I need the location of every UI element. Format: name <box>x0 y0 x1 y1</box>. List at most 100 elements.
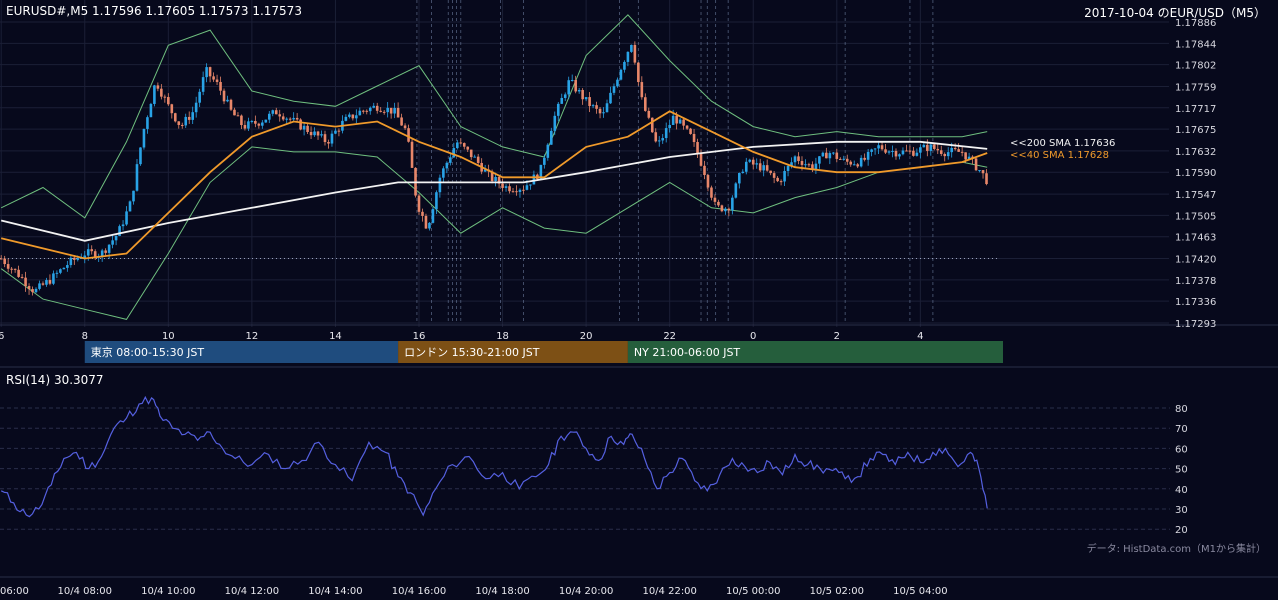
candle <box>929 142 933 156</box>
candle-body <box>793 156 797 163</box>
candle <box>330 130 334 147</box>
candle <box>657 136 661 147</box>
candle-body <box>838 158 842 160</box>
candle-body <box>348 114 351 117</box>
candle <box>153 84 156 107</box>
candle <box>69 255 73 268</box>
candle-body <box>219 81 222 91</box>
candle-body <box>313 131 316 136</box>
candle-body <box>191 112 194 120</box>
candle <box>713 194 717 205</box>
candle-body <box>967 156 971 160</box>
candle-body <box>187 116 191 120</box>
candle-body <box>222 90 226 102</box>
candle <box>6 258 10 273</box>
candle <box>560 93 564 104</box>
candle <box>563 92 567 102</box>
candle-body <box>180 124 184 126</box>
candle-body <box>455 142 459 149</box>
candle-body <box>0 258 3 260</box>
candle <box>786 165 790 177</box>
candlesticks <box>0 41 988 296</box>
candle-body <box>849 161 853 165</box>
candle <box>194 96 198 118</box>
candle-body <box>20 276 24 278</box>
candle <box>616 77 619 88</box>
candle-body <box>644 97 647 111</box>
candle-body <box>226 99 229 102</box>
candle-body <box>431 209 435 223</box>
candle-body <box>142 128 146 148</box>
price-tick-label: 1.17293 <box>1175 319 1216 330</box>
candle <box>111 235 114 249</box>
candle-body <box>717 201 720 206</box>
candle <box>845 154 849 166</box>
candle <box>100 248 104 262</box>
candle <box>588 92 591 113</box>
candle <box>522 185 525 194</box>
candle-body <box>254 121 257 124</box>
candle <box>135 159 139 192</box>
candle-body <box>100 250 104 257</box>
candle <box>842 155 846 161</box>
candle <box>48 274 52 286</box>
candle <box>985 169 988 186</box>
candle-body <box>261 122 264 126</box>
candle <box>407 124 410 143</box>
hour-tick-label: 12 <box>246 331 259 342</box>
candle <box>870 148 873 157</box>
sma40-label: <<40 SMA 1.17628 <box>1010 150 1109 161</box>
bollinger-line <box>0 146 988 320</box>
candle-body <box>772 173 776 178</box>
candle-body <box>765 165 769 171</box>
candle-body <box>577 90 581 92</box>
candle <box>142 128 146 150</box>
candle <box>630 44 633 53</box>
candle <box>243 120 247 131</box>
candle <box>93 249 97 260</box>
sma40-line <box>0 110 988 260</box>
time-tick-label: 10/5 00:00 <box>726 586 780 597</box>
session-bar <box>627 341 1003 363</box>
candle <box>626 51 630 67</box>
candle-body <box>396 107 400 118</box>
candle <box>177 121 181 129</box>
candle-body <box>835 152 839 159</box>
candle-body <box>919 147 922 153</box>
candle-body <box>751 159 755 165</box>
candle <box>504 184 508 192</box>
price-tick-label: 1.17463 <box>1175 233 1216 244</box>
moving-averages: <<200 SMA 1.17636<<40 SMA 1.17628 <box>0 110 1115 260</box>
candle <box>769 170 772 176</box>
candle <box>550 127 553 145</box>
candle-body <box>400 117 403 126</box>
candle-body <box>215 79 219 82</box>
candle <box>556 101 560 122</box>
candle <box>744 157 748 175</box>
candle-body <box>953 147 957 150</box>
candle <box>358 107 362 116</box>
candle-body <box>915 152 919 156</box>
candle-body <box>459 142 463 144</box>
candle <box>278 109 282 122</box>
candle <box>678 117 682 124</box>
candle-body <box>532 174 536 185</box>
candle <box>838 157 842 160</box>
candle-body <box>699 153 703 166</box>
price-tick-label: 1.17336 <box>1175 297 1216 308</box>
candle <box>852 160 856 166</box>
candle-body <box>703 165 706 176</box>
candle <box>421 208 424 222</box>
candle <box>644 93 647 112</box>
candle-body <box>744 161 748 172</box>
candle <box>748 158 752 163</box>
candle-body <box>323 134 327 143</box>
candle <box>633 41 637 65</box>
candle <box>264 119 268 123</box>
candle-body <box>118 226 121 236</box>
candle <box>372 102 376 109</box>
candle-body <box>563 94 567 98</box>
candle-body <box>738 173 741 184</box>
candle <box>543 154 546 169</box>
candle <box>591 103 595 109</box>
